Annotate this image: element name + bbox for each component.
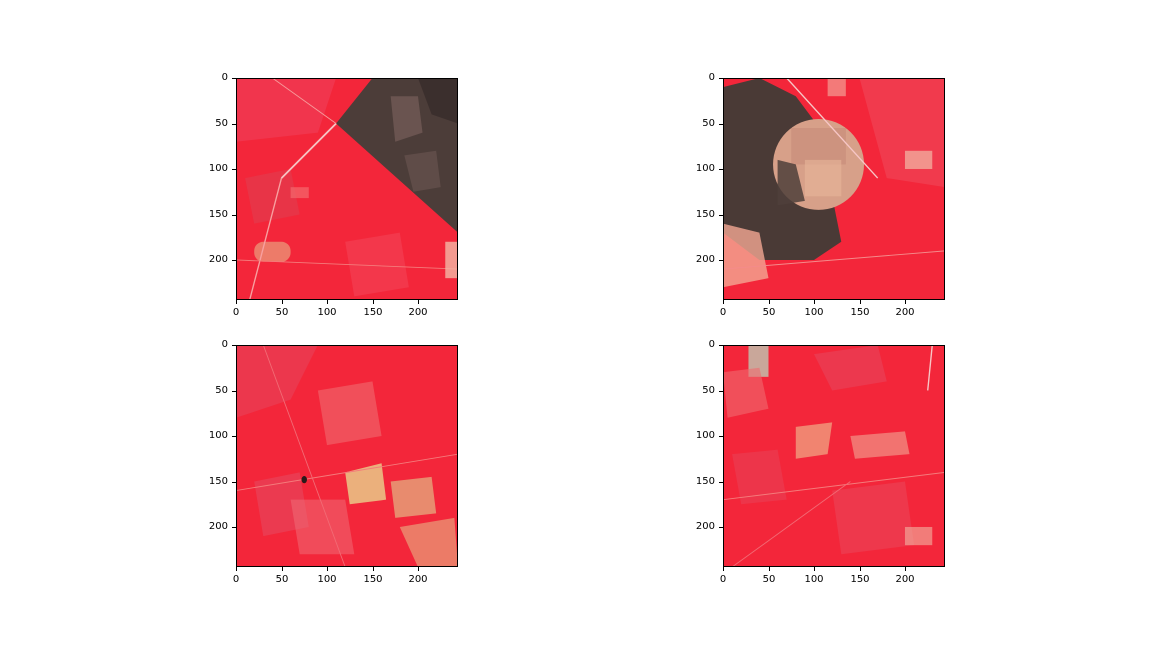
y-tick-label: 50: [215, 385, 228, 396]
x-tick-label: 0: [232, 574, 240, 585]
x-tick-label: 100: [317, 574, 337, 585]
y-tick-label: 50: [215, 118, 228, 129]
x-tick-label: 100: [317, 307, 337, 318]
x-tick-label: 150: [363, 574, 383, 585]
y-tick-label: 100: [208, 430, 228, 441]
y-tick-label: 100: [208, 163, 228, 174]
satellite-image-bottom-left: [236, 345, 458, 567]
y-tick-label: 200: [695, 254, 715, 265]
y-tick-label: 150: [695, 476, 715, 487]
image-panel-top-right: 0 50 100 150 200 0 50 100 150 200: [696, 72, 945, 318]
x-tick-label: 150: [850, 574, 870, 585]
x-tick-label: 200: [408, 307, 428, 318]
y-tick-label: 100: [695, 163, 715, 174]
satellite-image-bottom-right: [723, 345, 945, 567]
x-tick-label: 150: [850, 307, 870, 318]
x-tick-label: 50: [275, 307, 289, 318]
y-tick-label: 0: [708, 72, 715, 83]
y-tick-label: 200: [208, 521, 228, 532]
x-tick-label: 50: [275, 574, 289, 585]
image-panel-bottom-right: 0 50 100 150 200 0 50 100 150 200: [696, 339, 945, 585]
x-tick-label: 200: [408, 574, 428, 585]
image-panel-bottom-left: 0 50 100 150 200 0 50 100 150 200: [209, 339, 458, 585]
x-tick-label: 0: [232, 307, 240, 318]
x-tick-label: 150: [363, 307, 383, 318]
x-tick-label: 200: [895, 307, 915, 318]
y-tick-label: 150: [208, 209, 228, 220]
y-tick-label: 150: [695, 209, 715, 220]
y-tick-label: 200: [695, 521, 715, 532]
x-tick-label: 100: [804, 307, 824, 318]
y-tick-label: 150: [208, 476, 228, 487]
y-tick-label: 100: [695, 430, 715, 441]
y-tick-label: 0: [221, 339, 228, 350]
x-tick-label: 200: [895, 574, 915, 585]
x-tick-label: 0: [719, 307, 727, 318]
y-tick-label: 0: [221, 72, 228, 83]
y-tick-label: 0: [708, 339, 715, 350]
y-tick-label: 50: [702, 118, 715, 129]
satellite-image-top-left: [236, 78, 458, 300]
y-tick-label: 50: [702, 385, 715, 396]
x-tick-label: 50: [762, 574, 776, 585]
satellite-image-top-right: [723, 78, 945, 300]
image-panel-top-left: 0 50 100 150 200 0 50 100 150 200: [209, 72, 458, 318]
x-tick-label: 100: [804, 574, 824, 585]
y-tick-label: 200: [208, 254, 228, 265]
x-tick-label: 50: [762, 307, 776, 318]
x-tick-label: 0: [719, 574, 727, 585]
